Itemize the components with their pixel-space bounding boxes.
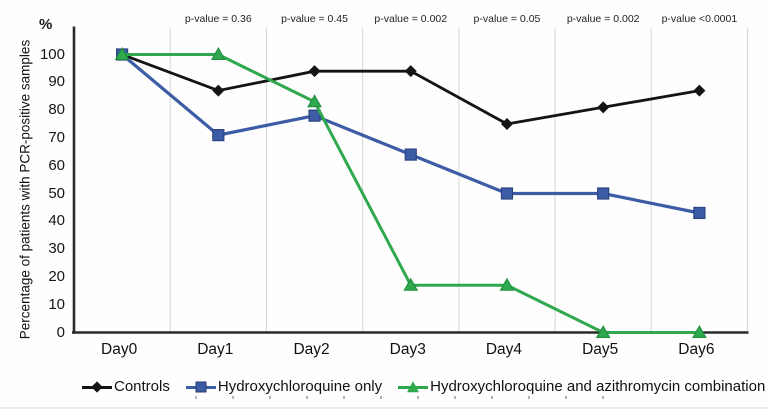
series-line-square — [121, 53, 700, 215]
data-point-square — [212, 129, 225, 142]
y-tick-label: 0 — [56, 323, 65, 341]
data-point-diamond — [693, 84, 706, 97]
x-axis-label: Day1 — [197, 341, 234, 358]
series-line-diamond — [121, 53, 700, 126]
data-point-diamond — [500, 118, 513, 130]
data-point-triangle — [692, 324, 707, 338]
y-tick-label: 60 — [48, 156, 65, 174]
scan-edge-dots — [195, 396, 625, 399]
data-point-square — [500, 187, 514, 200]
legend-item: Hydroxychloroquine only — [185, 378, 383, 395]
data-point-square — [308, 109, 321, 122]
data-point-square — [404, 148, 417, 161]
x-axis-label: Day6 — [678, 341, 715, 358]
y-axis-unit-label: % — [39, 16, 53, 33]
data-point-triangle — [307, 94, 322, 108]
legend: Controls Hydroxychloroquine only Hydroxych… — [82, 378, 765, 395]
y-tick-label: 40 — [48, 212, 65, 230]
y-tick-label: 10 — [48, 295, 65, 313]
x-axis-label: Day5 — [582, 341, 619, 358]
data-point-triangle — [499, 277, 515, 291]
y-tick-label: 20 — [48, 267, 65, 285]
p-value-annotation: p-value = 0.002 — [374, 13, 448, 25]
data-point-diamond — [308, 65, 321, 78]
y-tick-label: 50 — [48, 184, 65, 202]
legend-marker-square-icon — [195, 381, 207, 392]
data-point-triangle — [210, 46, 226, 60]
x-axis-label: Day4 — [485, 341, 523, 358]
legend-label: Hydroxychloroquine and azithromycin comb… — [430, 378, 766, 395]
y-tick-label: 90 — [48, 73, 65, 91]
legend-item: Controls — [82, 378, 170, 395]
x-axis-label: Day3 — [389, 341, 426, 358]
p-value-annotation: p-value = 0.36 — [184, 13, 252, 25]
data-point-triangle — [403, 277, 419, 291]
legend-label: Hydroxychloroquine only — [217, 378, 383, 395]
legend-label: Controls — [114, 378, 170, 395]
legend-marker-diamond-icon — [91, 380, 103, 393]
p-value-annotation: p-value = 0.05 — [473, 13, 541, 25]
legend-marker-triangle-icon — [407, 380, 420, 392]
scan-edge-line — [0, 407, 768, 409]
legend-line-sample — [82, 380, 112, 393]
x-axis-label: Day0 — [101, 341, 138, 358]
data-point-diamond — [404, 65, 417, 78]
p-value-annotation: p-value = 0.002 — [566, 13, 640, 25]
y-tick-label: 80 — [48, 101, 65, 119]
legend-line-sample — [398, 380, 429, 393]
data-point-triangle — [595, 324, 611, 338]
data-point-square — [693, 206, 706, 220]
p-value-annotation: p-value = 0.45 — [281, 13, 348, 25]
legend-item: Hydroxychloroquine and azithromycin comb… — [398, 378, 765, 395]
data-point-square — [597, 187, 610, 200]
y-tick-label: 70 — [48, 128, 65, 146]
p-value-annotation: p-value <0.0001 — [661, 13, 738, 25]
data-point-triangle — [114, 46, 130, 60]
data-point-diamond — [212, 84, 225, 97]
x-axis-label: Day2 — [293, 341, 330, 358]
y-tick-label: 100 — [39, 45, 65, 63]
y-tick-label: 30 — [48, 240, 65, 258]
legend-line-sample — [185, 381, 216, 393]
series-line-triangle — [122, 53, 700, 334]
data-point-diamond — [597, 101, 610, 114]
